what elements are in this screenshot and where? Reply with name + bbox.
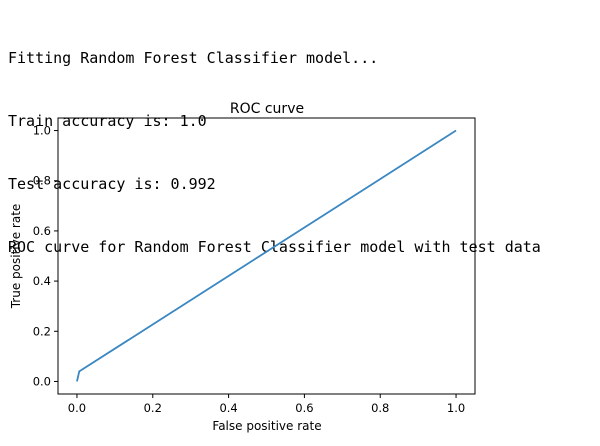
y-tick-label: 0.4 — [33, 274, 51, 288]
console-output: Fitting Random Forest Classifier model..… — [8, 6, 541, 279]
console-line-fitting: Fitting Random Forest Classifier model..… — [8, 49, 379, 67]
y-tick-label: 0.8 — [33, 174, 51, 188]
y-tick-label: 0.2 — [33, 324, 51, 338]
x-tick-label: 0.0 — [68, 401, 86, 415]
x-tick-label: 1.0 — [447, 401, 465, 415]
console-line-roc-caption: ROC curve for Random Forest Classifier m… — [8, 238, 541, 256]
y-axis-label: True positive rate — [9, 204, 23, 310]
x-tick-label: 0.8 — [371, 401, 389, 415]
x-tick-label: 0.2 — [144, 401, 162, 415]
x-tick-label: 0.6 — [295, 401, 313, 415]
console-line-train-accuracy: Train accuracy is: 1.0 — [8, 112, 207, 130]
x-tick-label: 0.4 — [219, 401, 237, 415]
y-tick-label: 0.6 — [33, 224, 51, 238]
series-layer — [76, 129, 457, 382]
plot-frame — [57, 117, 476, 395]
y-tick-label: 0.0 — [33, 374, 51, 388]
x-axis-label: False positive rate — [212, 419, 321, 433]
roc-curve-line — [76, 129, 457, 382]
y-axis-ticks: 0.0 0.2 0.4 0.6 0.8 1.0 — [33, 124, 58, 388]
chart-title: ROC curve — [230, 101, 304, 117]
y-tick-label: 1.0 — [33, 124, 51, 138]
console-line-test-accuracy: Test accuracy is: 0.992 — [8, 175, 216, 193]
x-axis-ticks: 0.0 0.2 0.4 0.6 0.8 1.0 — [68, 394, 465, 415]
